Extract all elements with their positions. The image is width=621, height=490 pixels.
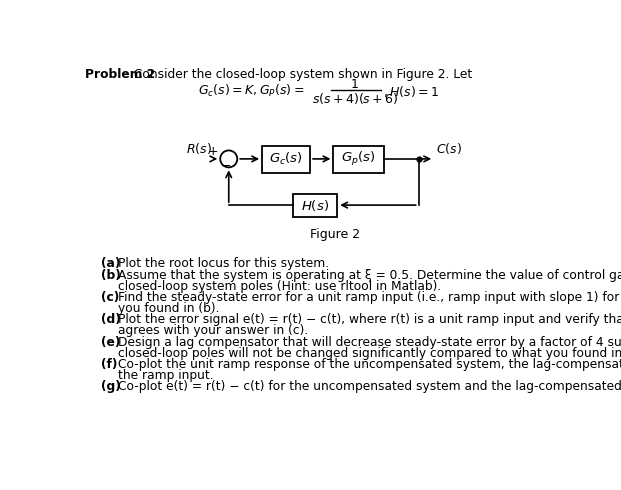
Text: (e): (e) — [101, 336, 120, 348]
Bar — [333, 146, 384, 173]
Text: $R(s)$: $R(s)$ — [186, 142, 212, 156]
Text: (c): (c) — [101, 291, 119, 304]
Text: Plot the root locus for this system.: Plot the root locus for this system. — [118, 257, 329, 270]
Text: 1: 1 — [351, 78, 359, 91]
Text: Plot the error signal e(t) = r(t) − c(t), where r(t) is a unit ramp input and ve: Plot the error signal e(t) = r(t) − c(t)… — [118, 313, 621, 326]
Text: (b): (b) — [101, 269, 120, 282]
Text: (a): (a) — [101, 257, 120, 270]
Text: Figure 2: Figure 2 — [310, 228, 360, 241]
Text: $G_c(s) = K, G_P(s) =$: $G_c(s) = K, G_P(s) =$ — [197, 83, 304, 99]
Text: (g): (g) — [101, 380, 120, 393]
Text: −: − — [221, 160, 232, 173]
Text: Co-plot the unit ramp response of the uncompensated system, the lag-compensated : Co-plot the unit ramp response of the un… — [118, 358, 621, 371]
Text: the ramp input.: the ramp input. — [118, 369, 214, 382]
Bar — [262, 146, 310, 173]
Text: Problem 2: Problem 2 — [85, 68, 156, 81]
Text: Design a lag compensator that will decrease steady-state error by a factor of 4 : Design a lag compensator that will decre… — [118, 336, 621, 348]
Text: $, H(s) = 1$: $, H(s) = 1$ — [383, 84, 439, 98]
Text: closed-loop poles will not be changed significantly compared to what you found i: closed-loop poles will not be changed si… — [118, 347, 621, 360]
Text: agrees with your answer in (c).: agrees with your answer in (c). — [118, 324, 308, 338]
Text: $H(s)$: $H(s)$ — [301, 197, 329, 213]
Text: Consider the closed-loop system shown in Figure 2. Let: Consider the closed-loop system shown in… — [130, 68, 472, 81]
Text: Co-plot e(t) = r(t) − c(t) for the uncompensated system and the lag-compensated : Co-plot e(t) = r(t) − c(t) for the uncom… — [118, 380, 621, 393]
Text: you found in (b).: you found in (b). — [118, 302, 219, 315]
Text: closed-loop system poles (Hint: use rltool in Matlab).: closed-loop system poles (Hint: use rlto… — [118, 280, 441, 293]
Text: $G_c(s)$: $G_c(s)$ — [270, 151, 303, 167]
Text: (d): (d) — [101, 313, 120, 326]
Text: $G_p(s)$: $G_p(s)$ — [342, 150, 376, 168]
Text: $C(s)$: $C(s)$ — [436, 142, 461, 156]
Text: +: + — [207, 145, 218, 158]
Text: Find the steady-state error for a unit ramp input (i.e., ramp input with slope 1: Find the steady-state error for a unit r… — [118, 291, 621, 304]
Text: Assume that the system is operating at ξ = 0.5. Determine the value of control g: Assume that the system is operating at ξ… — [118, 269, 621, 282]
Text: $s(s + 4)(s + 6)$: $s(s + 4)(s + 6)$ — [312, 91, 398, 105]
Bar — [293, 194, 337, 217]
Text: (f): (f) — [101, 358, 117, 371]
